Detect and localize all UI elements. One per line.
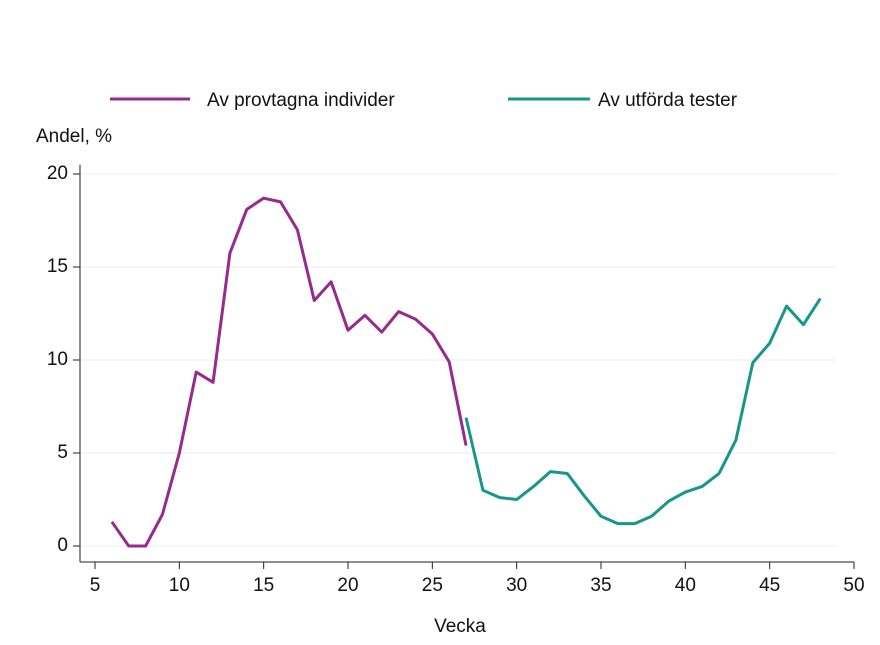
x-tick-label: 35 xyxy=(590,575,611,596)
x-tick-label: 50 xyxy=(843,575,864,596)
y-tick-label: 0 xyxy=(57,535,68,556)
y-axis-label: Andel, % xyxy=(36,126,112,147)
x-tick-label: 20 xyxy=(337,575,358,596)
x-tick-label: 30 xyxy=(506,575,527,596)
legend-label: Av provtagna individer xyxy=(207,90,395,111)
x-tick-label: 10 xyxy=(169,575,190,596)
y-tick-label: 10 xyxy=(47,349,68,370)
legend-label: Av utförda tester xyxy=(598,90,738,111)
x-tick-label: 45 xyxy=(759,575,780,596)
x-tick-label: 25 xyxy=(422,575,443,596)
x-axis-label: Vecka xyxy=(434,616,486,637)
y-tick-label: 5 xyxy=(57,442,68,463)
series-line xyxy=(110,196,468,548)
x-tick-label: 40 xyxy=(675,575,696,596)
x-tick-label: 5 xyxy=(90,575,101,596)
series-line xyxy=(464,297,822,526)
y-tick-label: 20 xyxy=(47,163,68,184)
y-tick-label: 15 xyxy=(47,256,68,277)
x-tick-label: 15 xyxy=(253,575,274,596)
